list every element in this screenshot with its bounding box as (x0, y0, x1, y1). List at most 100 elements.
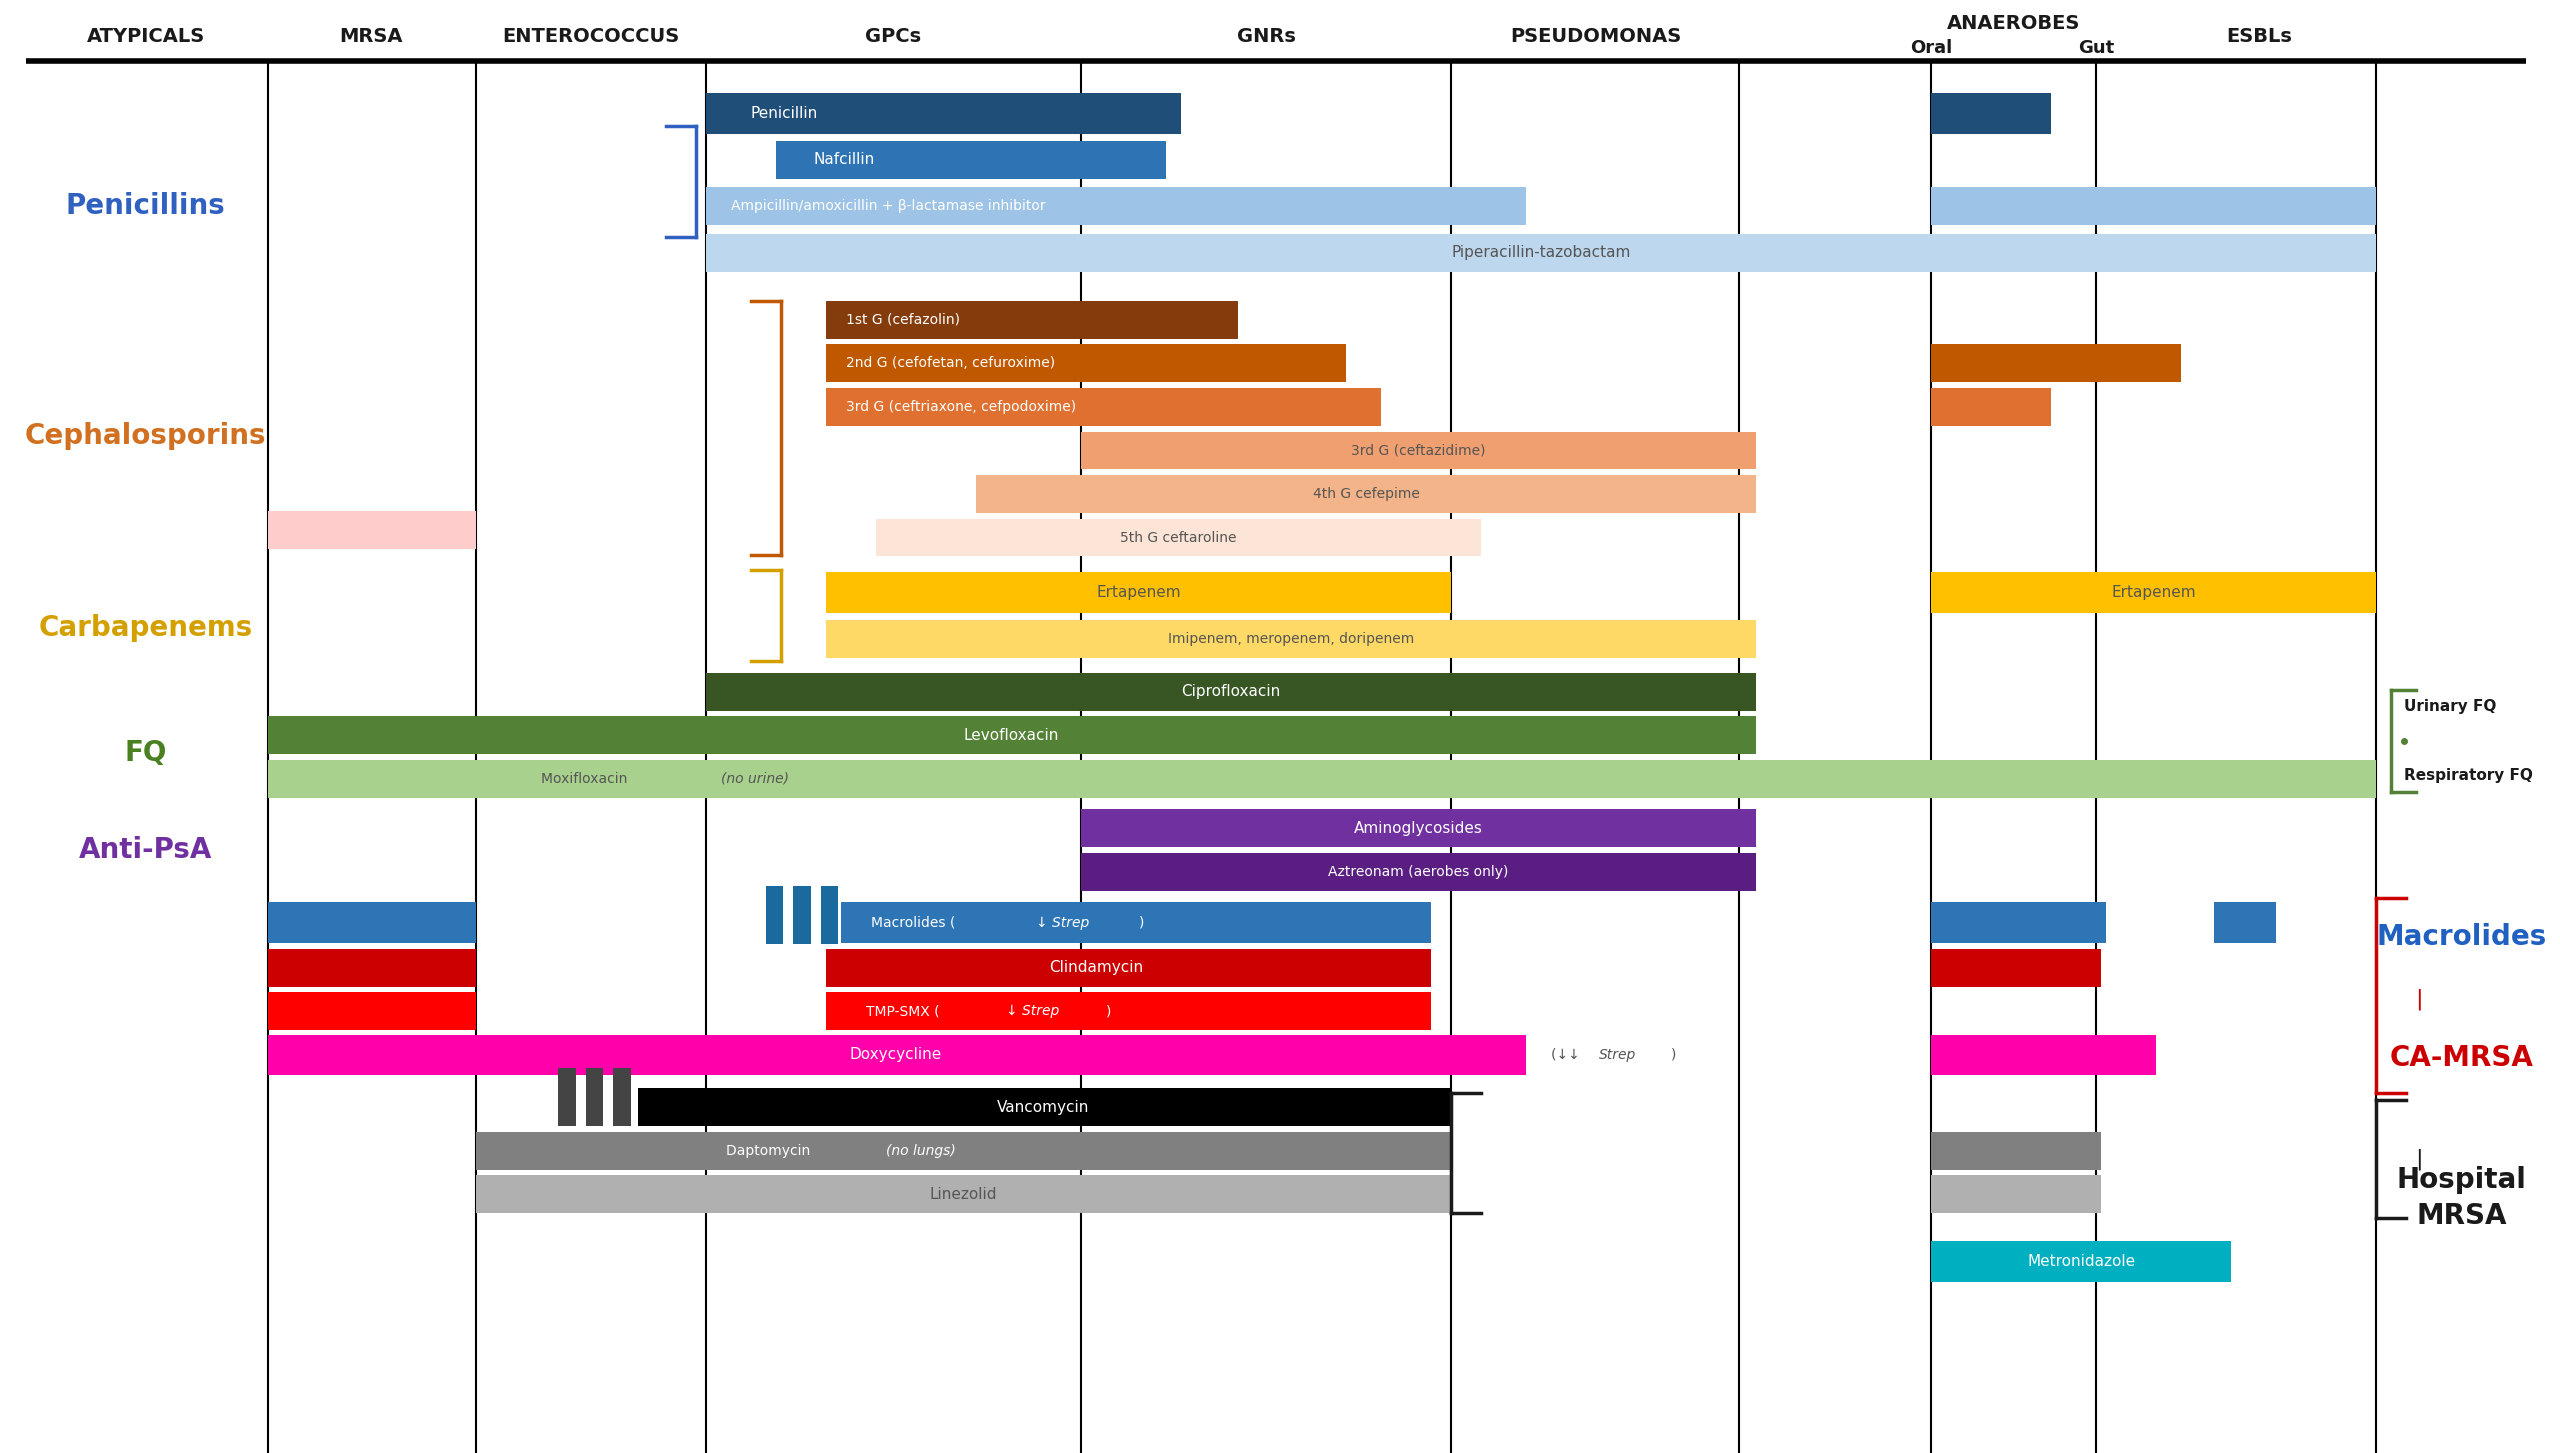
Text: CA-MRSA: CA-MRSA (2388, 1043, 2534, 1072)
Bar (840, 902, 1431, 943)
Bar (827, 572, 1452, 613)
Bar (269, 949, 476, 987)
Bar (1930, 93, 2051, 134)
Text: Ampicillin/amoxicillin + β-lactamase inhibitor: Ampicillin/amoxicillin + β-lactamase inh… (730, 199, 1044, 214)
Text: Oral: Oral (1910, 39, 1953, 57)
Bar (269, 992, 476, 1030)
Text: ATYPICALS: ATYPICALS (87, 26, 205, 46)
Text: 4th G cefepime: 4th G cefepime (1313, 487, 1418, 501)
Text: |: | (2414, 1149, 2422, 1170)
Text: 3rd G (ceftriaxone, cefpodoxime): 3rd G (ceftriaxone, cefpodoxime) (845, 400, 1075, 414)
Bar (269, 511, 476, 549)
Text: MRSA: MRSA (338, 26, 402, 46)
Text: TMP-SMX (: TMP-SMX ( (865, 1004, 940, 1019)
Bar (827, 992, 1431, 1030)
Text: Ertapenem: Ertapenem (2112, 586, 2196, 600)
Text: Macrolides: Macrolides (2376, 923, 2547, 952)
Bar (827, 301, 1239, 339)
Text: ENTEROCOCCUS: ENTEROCOCCUS (502, 26, 678, 46)
Text: Ciprofloxacin: Ciprofloxacin (1180, 684, 1280, 699)
Text: GPCs: GPCs (865, 26, 922, 46)
Bar (269, 716, 1756, 754)
Text: Penicillins: Penicillins (67, 192, 225, 221)
Bar (1930, 1175, 2102, 1213)
Bar (1930, 1035, 2156, 1075)
Bar (794, 886, 812, 944)
Bar (476, 1132, 1452, 1170)
Text: 2nd G (cefofetan, cefuroxime): 2nd G (cefofetan, cefuroxime) (845, 356, 1055, 371)
Bar (1930, 572, 2376, 613)
Text: Nafcillin: Nafcillin (814, 153, 876, 167)
Text: (no urine): (no urine) (722, 772, 788, 786)
Bar (822, 886, 837, 944)
Text: Penicillin: Penicillin (750, 106, 819, 121)
Text: Piperacillin-tazobactam: Piperacillin-tazobactam (1452, 246, 1631, 260)
Bar (1080, 809, 1756, 847)
Text: |: | (2414, 989, 2422, 1010)
Text: FQ: FQ (125, 738, 166, 767)
Bar (1930, 949, 2102, 987)
Bar (614, 1068, 630, 1126)
Bar (637, 1088, 1452, 1126)
Bar (827, 344, 1347, 382)
Bar (1930, 187, 2376, 225)
Bar (1930, 902, 2107, 943)
Text: GNRs: GNRs (1236, 26, 1295, 46)
Bar (707, 187, 1526, 225)
Text: Vancomycin: Vancomycin (998, 1100, 1091, 1114)
Text: Ertapenem: Ertapenem (1096, 586, 1180, 600)
Text: ↓ Strep: ↓ Strep (1006, 1004, 1060, 1019)
Text: Doxycycline: Doxycycline (850, 1048, 942, 1062)
Text: Levofloxacin: Levofloxacin (963, 728, 1060, 742)
Bar (269, 760, 2376, 798)
Text: Clindamycin: Clindamycin (1050, 960, 1142, 975)
Bar (707, 93, 1180, 134)
Bar (776, 141, 1165, 179)
Bar (1930, 344, 2181, 382)
Text: Daptomycin: Daptomycin (727, 1144, 814, 1158)
Bar (269, 1035, 1526, 1075)
Text: Carbapenems: Carbapenems (38, 613, 253, 642)
Bar (1080, 853, 1756, 891)
Text: PSEUDOMONAS: PSEUDOMONAS (1510, 26, 1682, 46)
Bar (827, 388, 1380, 426)
Bar (1930, 388, 2051, 426)
Bar (827, 949, 1431, 987)
Bar (1930, 1132, 2102, 1170)
Text: 5th G ceftaroline: 5th G ceftaroline (1121, 530, 1236, 545)
Bar (876, 519, 1482, 556)
Bar (558, 1068, 576, 1126)
Text: ANAEROBES: ANAEROBES (1948, 13, 2081, 33)
Text: ): ) (1139, 915, 1144, 930)
Text: ): ) (1106, 1004, 1111, 1019)
Bar (476, 1175, 1452, 1213)
Text: Macrolides (: Macrolides ( (870, 915, 955, 930)
Bar (975, 475, 1756, 513)
Text: Urinary FQ: Urinary FQ (2404, 699, 2496, 713)
Text: Aminoglycosides: Aminoglycosides (1354, 821, 1482, 835)
Text: Hospital: Hospital (2396, 1165, 2527, 1194)
Bar (1080, 432, 1756, 469)
Text: MRSA: MRSA (2417, 1202, 2506, 1231)
Bar (586, 1068, 604, 1126)
Text: Moxifloxacin: Moxifloxacin (540, 772, 632, 786)
Text: ): ) (1672, 1048, 1677, 1062)
Text: Metronidazole: Metronidazole (2028, 1254, 2135, 1268)
Bar (707, 673, 1756, 711)
Text: (no lungs): (no lungs) (886, 1144, 955, 1158)
Text: Respiratory FQ: Respiratory FQ (2404, 769, 2532, 783)
Text: 1st G (cefazolin): 1st G (cefazolin) (845, 312, 960, 327)
Bar (707, 234, 2376, 272)
Text: 3rd G (ceftazidime): 3rd G (ceftazidime) (1352, 443, 1485, 458)
Text: Anti-PsA: Anti-PsA (79, 835, 212, 865)
Bar (2214, 902, 2276, 943)
Text: (↓↓: (↓↓ (1551, 1048, 1585, 1062)
Text: Aztreonam (aerobes only): Aztreonam (aerobes only) (1329, 865, 1508, 879)
Text: Linezolid: Linezolid (929, 1187, 998, 1202)
Text: ↓ Strep: ↓ Strep (1037, 915, 1088, 930)
Text: Imipenem, meropenem, doripenem: Imipenem, meropenem, doripenem (1167, 632, 1413, 647)
Text: Strep: Strep (1597, 1048, 1636, 1062)
Bar (1930, 1241, 2232, 1282)
Bar (269, 902, 476, 943)
Text: Cephalosporins: Cephalosporins (26, 421, 266, 450)
